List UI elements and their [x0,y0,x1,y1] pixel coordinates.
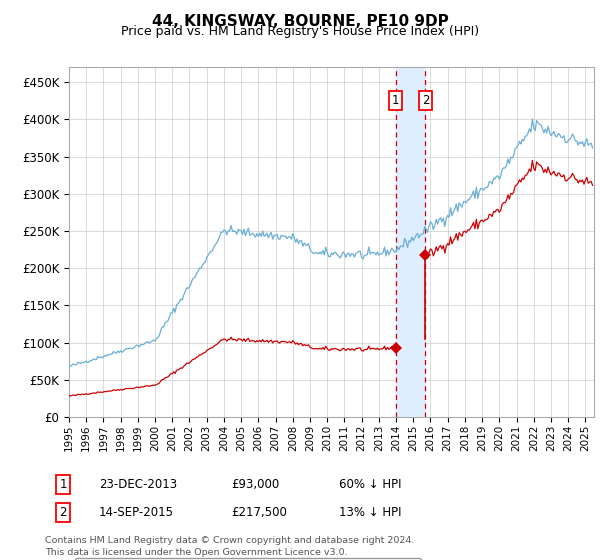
Text: 44, KINGSWAY, BOURNE, PE10 9DP: 44, KINGSWAY, BOURNE, PE10 9DP [152,14,448,29]
Text: 2: 2 [422,94,429,107]
Text: 13% ↓ HPI: 13% ↓ HPI [339,506,401,519]
Text: Contains HM Land Registry data © Crown copyright and database right 2024.
This d: Contains HM Land Registry data © Crown c… [45,536,415,557]
Text: £93,000: £93,000 [231,478,279,491]
Text: £217,500: £217,500 [231,506,287,519]
Text: 1: 1 [392,94,399,107]
Text: 1: 1 [59,478,67,491]
Legend: 44, KINGSWAY, BOURNE, PE10 9DP (detached house), HPI: Average price, detached ho: 44, KINGSWAY, BOURNE, PE10 9DP (detached… [74,558,421,560]
Text: 2: 2 [59,506,67,519]
Bar [395,67,425,417]
Text: 14-SEP-2015: 14-SEP-2015 [99,506,174,519]
Text: Price paid vs. HM Land Registry's House Price Index (HPI): Price paid vs. HM Land Registry's House … [121,25,479,38]
Text: 23-DEC-2013: 23-DEC-2013 [99,478,177,491]
Text: 60% ↓ HPI: 60% ↓ HPI [339,478,401,491]
